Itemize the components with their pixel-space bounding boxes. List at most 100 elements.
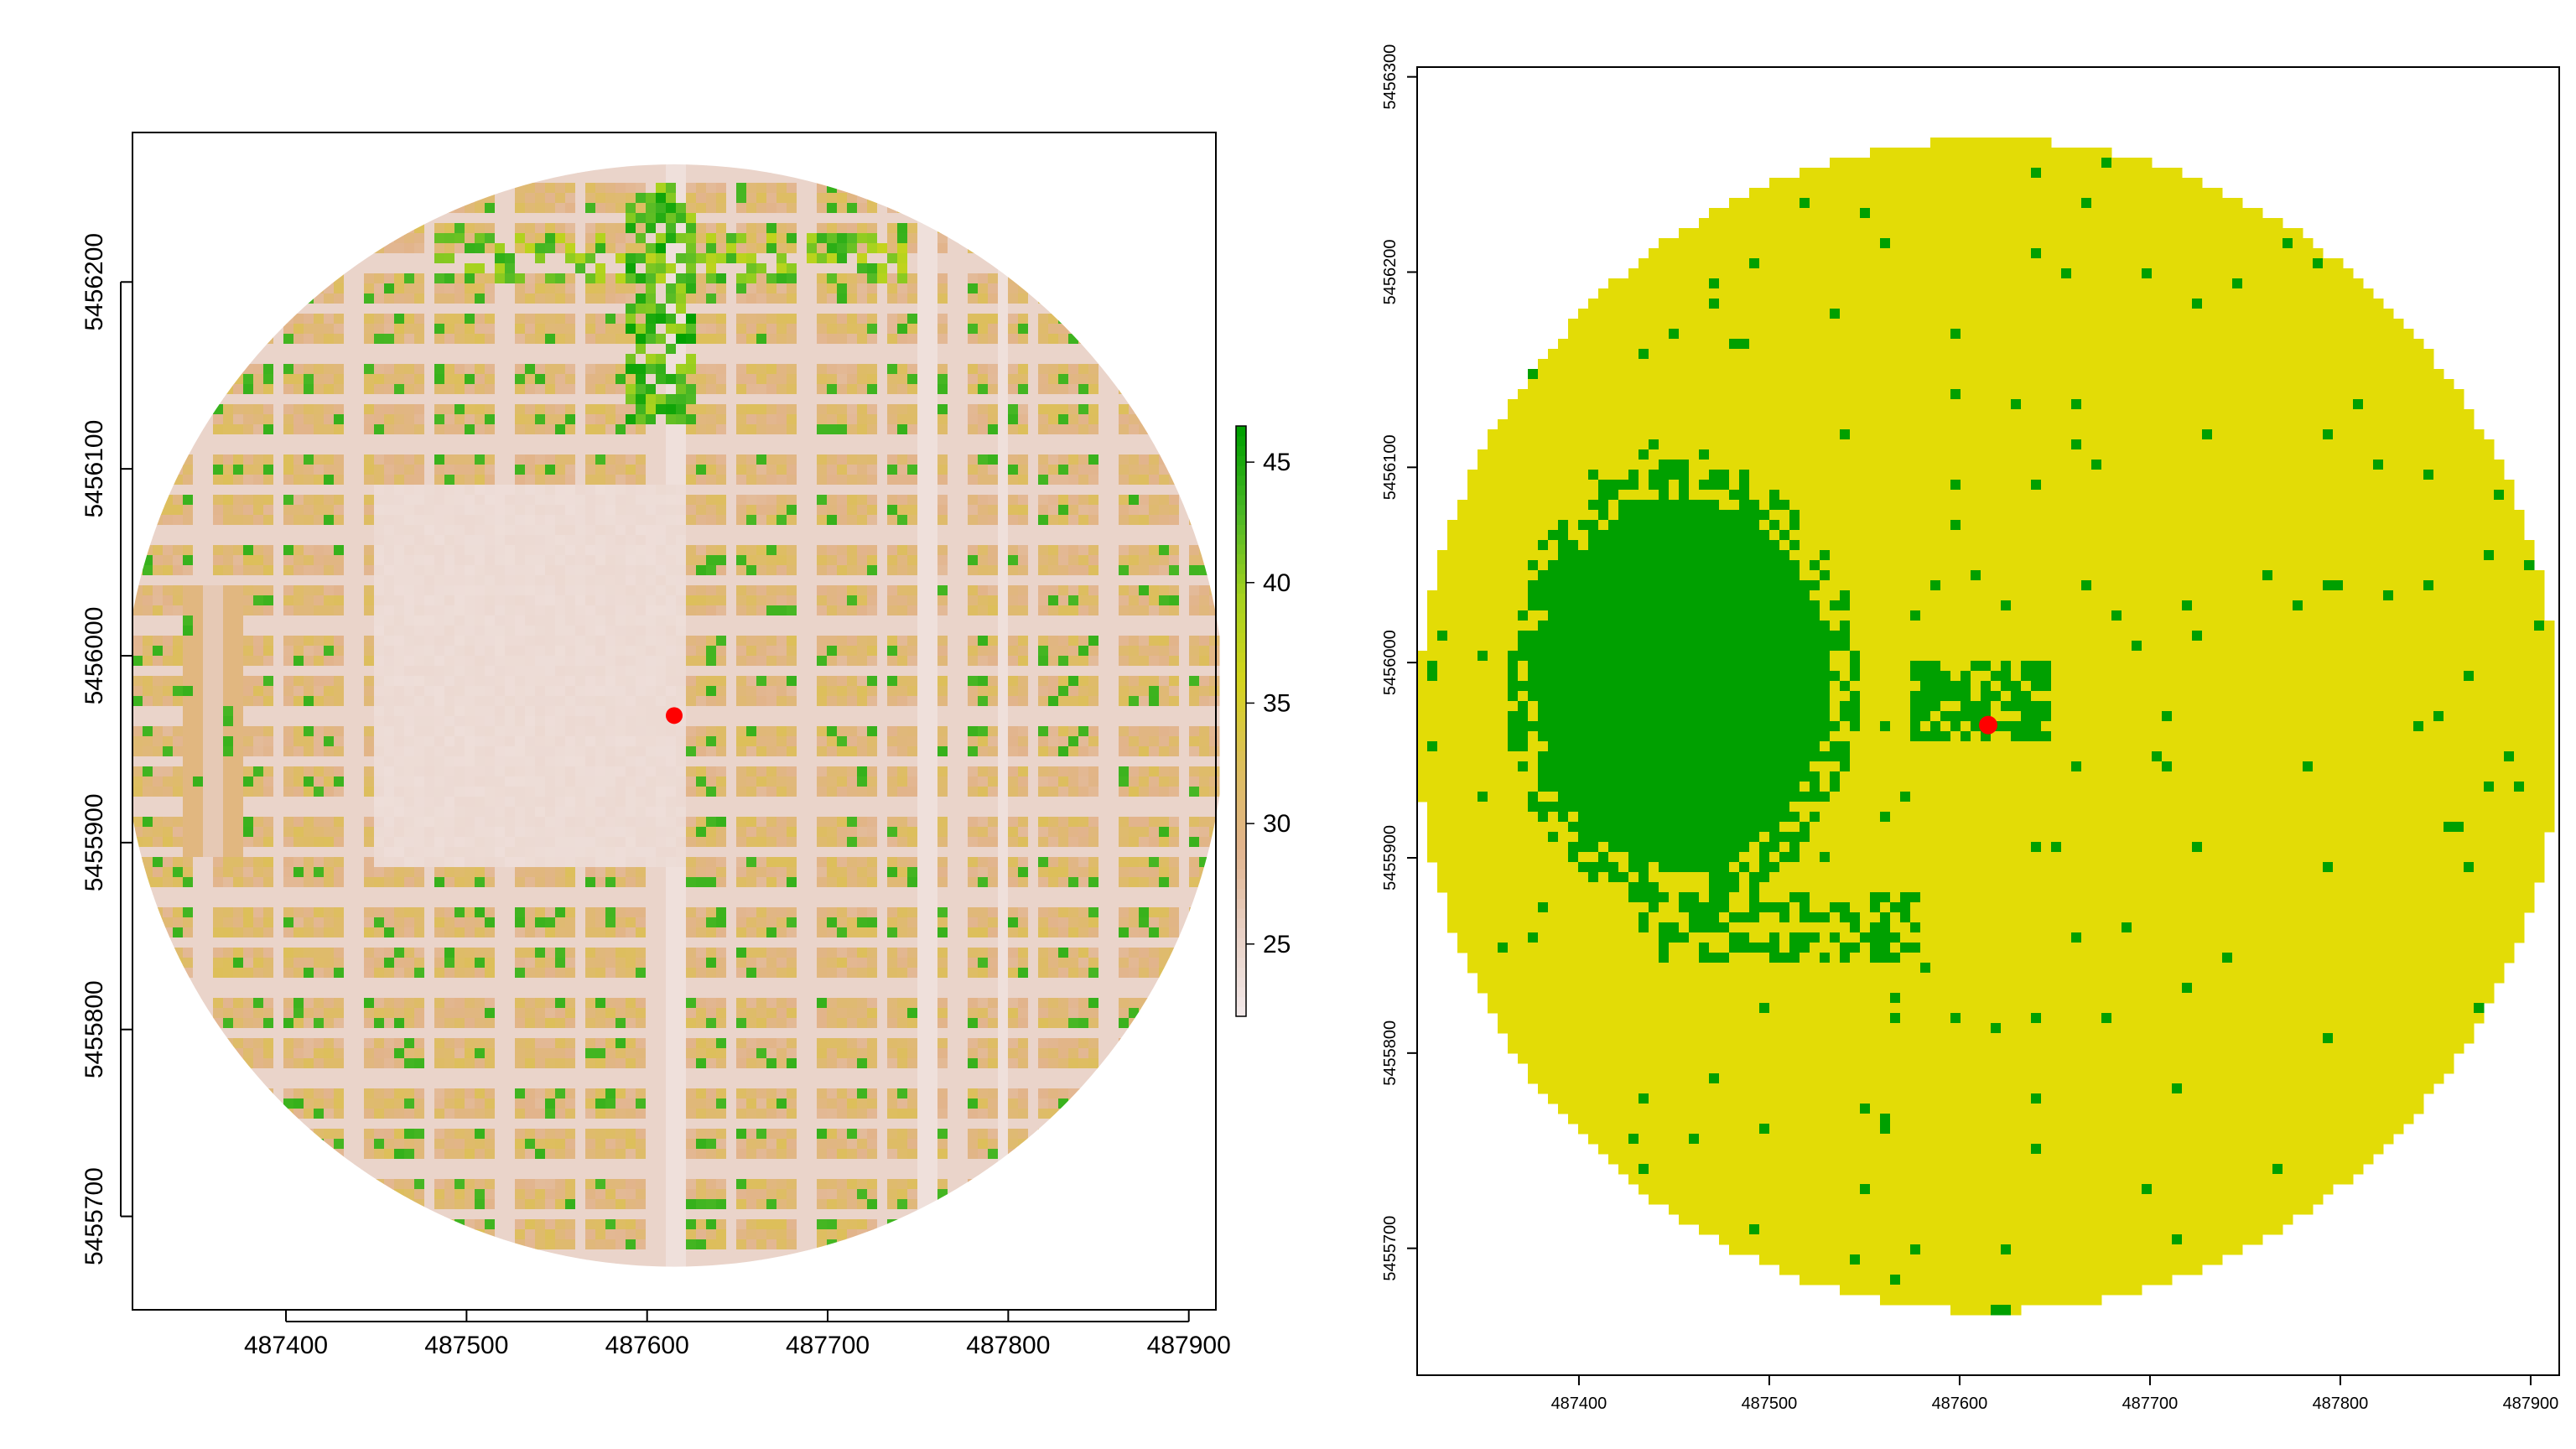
- left-raster-cell: [1109, 656, 1119, 667]
- left-raster-cell: [827, 243, 838, 254]
- left-raster-cell: [907, 505, 918, 516]
- left-raster-cell: [1129, 424, 1140, 435]
- left-raster-cell: [394, 444, 405, 455]
- left-raster-cell: [897, 233, 908, 244]
- left-raster-cell: [585, 394, 596, 405]
- left-raster-cell: [585, 656, 596, 667]
- left-raster-cell: [837, 253, 848, 264]
- left-raster-cell: [424, 615, 435, 626]
- left-raster-cell: [978, 636, 989, 647]
- left-raster-cell: [314, 454, 325, 465]
- left-raster-cell: [424, 394, 435, 405]
- left-raster-cell: [414, 656, 425, 667]
- left-raster-cell: [263, 555, 274, 566]
- left-raster-cell: [817, 223, 828, 234]
- left-raster-cell: [726, 595, 737, 606]
- left-raster-cell: [525, 334, 536, 345]
- left-raster-cell: [354, 253, 365, 264]
- left-raster-cell: [837, 696, 848, 707]
- left-raster-cell: [465, 203, 475, 214]
- left-raster-cell: [273, 394, 284, 405]
- left-raster-cell: [686, 203, 697, 214]
- left-raster-cell: [293, 706, 304, 717]
- left-raster-cell: [847, 213, 858, 224]
- left-raster-cell: [817, 304, 828, 314]
- left-raster-cell: [646, 444, 657, 455]
- left-raster-cell: [636, 374, 647, 385]
- left-raster-cell: [253, 686, 264, 697]
- left-raster-cell: [1159, 545, 1170, 556]
- left-raster-cell: [565, 283, 576, 294]
- left-raster-cell: [1038, 344, 1049, 355]
- left-raster-cell: [615, 143, 626, 153]
- left-raster-cell: [927, 203, 938, 214]
- left-raster-cell: [787, 646, 797, 657]
- left-raster-cell: [163, 545, 174, 556]
- left-raster-cell: [475, 314, 486, 325]
- left-raster-cell: [515, 485, 526, 496]
- left-raster-cell: [897, 253, 908, 264]
- left-raster-cell: [384, 605, 395, 616]
- left-raster-cell: [837, 263, 848, 274]
- left-raster-cell: [756, 233, 767, 244]
- left-raster-cell: [545, 424, 556, 435]
- left-raster-cell: [1139, 656, 1150, 667]
- left-raster-cell: [1058, 575, 1069, 586]
- left-raster-cell: [746, 454, 757, 465]
- left-raster-cell: [454, 605, 465, 616]
- left-raster-cell: [153, 525, 164, 536]
- left-raster-cell: [756, 253, 767, 264]
- left-raster-cell: [776, 525, 787, 536]
- left-raster-cell: [666, 283, 677, 294]
- left-raster-cell: [495, 545, 506, 556]
- left-raster-cell: [605, 374, 616, 385]
- left-raster-cell: [636, 164, 647, 174]
- left-raster-cell: [243, 475, 254, 486]
- left-raster-cell: [223, 384, 234, 395]
- left-raster-cell: [364, 485, 375, 496]
- left-raster-cell: [324, 414, 335, 425]
- left-raster-cell: [475, 465, 486, 475]
- left-raster-cell: [394, 465, 405, 475]
- left-raster-cell: [1048, 344, 1059, 355]
- left-raster-cell: [726, 283, 737, 294]
- left-raster-cell: [666, 646, 677, 657]
- left-raster-cell: [424, 656, 435, 667]
- left-raster-cell: [465, 666, 475, 677]
- left-raster-cell: [636, 545, 647, 556]
- left-raster-cell: [937, 404, 948, 415]
- left-raster-cell: [495, 394, 506, 405]
- left-raster-cell: [505, 505, 516, 516]
- left-raster-cell: [927, 404, 938, 415]
- left-raster-cell: [696, 535, 707, 546]
- left-raster-cell: [1058, 434, 1069, 445]
- left-raster-cell: [193, 454, 204, 465]
- left-raster-cell: [575, 203, 586, 214]
- left-raster-cell: [505, 324, 516, 335]
- left-raster-cell: [837, 404, 848, 415]
- left-raster-cell: [937, 636, 948, 647]
- left-raster-cell: [354, 394, 365, 405]
- left-raster-cell: [847, 585, 858, 596]
- left-raster-cell: [756, 605, 767, 616]
- left-raster-cell: [1038, 646, 1049, 657]
- left-raster-cell: [132, 696, 143, 707]
- left-raster-cell: [948, 404, 958, 415]
- left-raster-cell: [213, 414, 224, 425]
- left-raster-cell: [575, 454, 586, 465]
- left-raster-cell: [153, 535, 164, 546]
- left-raster-cell: [324, 454, 335, 465]
- left-raster-cell: [132, 565, 143, 576]
- left-raster-cell: [615, 605, 626, 616]
- left-raster-cell: [1088, 555, 1099, 566]
- left-raster-cell: [978, 475, 989, 486]
- left-raster-cell: [1098, 384, 1109, 395]
- left-raster-cell: [193, 646, 204, 657]
- left-raster-cell: [394, 475, 405, 486]
- left-raster-cell: [374, 444, 385, 455]
- left-raster-cell: [595, 545, 606, 556]
- left-raster-cell: [827, 465, 838, 475]
- left-raster-cell: [897, 434, 908, 445]
- left-raster-cell: [787, 595, 797, 606]
- left-raster-cell: [696, 676, 707, 687]
